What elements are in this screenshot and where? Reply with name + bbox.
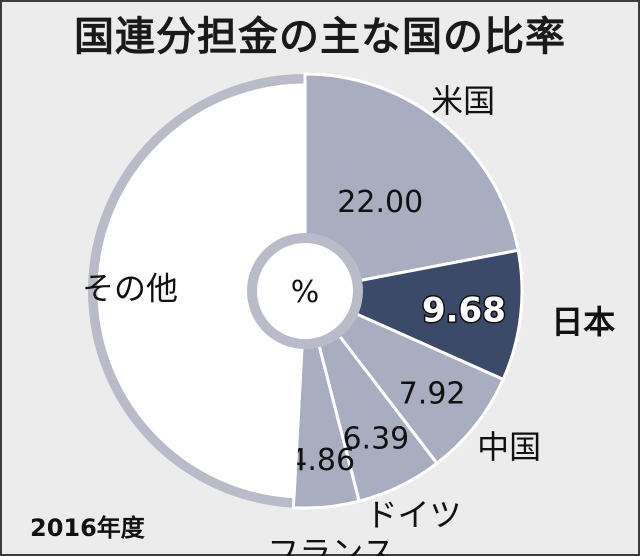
slice-category-label: 日本 xyxy=(551,303,615,341)
slice-category-label: ドイツ xyxy=(365,496,461,534)
slice-category-label: その他 xyxy=(82,269,178,307)
donut-hole xyxy=(257,243,353,339)
slice-value-label: 22.00 xyxy=(337,185,423,220)
slice-category-label: 中国 xyxy=(477,428,541,466)
pie-slice-6 xyxy=(97,83,307,499)
pie-slice-3 xyxy=(303,289,506,466)
pie-slice-1 xyxy=(303,72,520,293)
slice-value-label: 9.68 xyxy=(422,290,506,330)
slice-category-label: 米国 xyxy=(431,82,495,120)
slice-value-label: 4.86 xyxy=(288,443,355,478)
slice-value-label: 7.92 xyxy=(399,376,466,411)
slice-category-label: フランス xyxy=(267,534,394,556)
fiscal-year-label: 2016年度 xyxy=(30,514,145,542)
chart-title: 国連分担金の主な国の比率 xyxy=(74,14,566,60)
center-unit-label: % xyxy=(291,275,320,310)
slice-value-label: 6.39 xyxy=(342,422,409,457)
